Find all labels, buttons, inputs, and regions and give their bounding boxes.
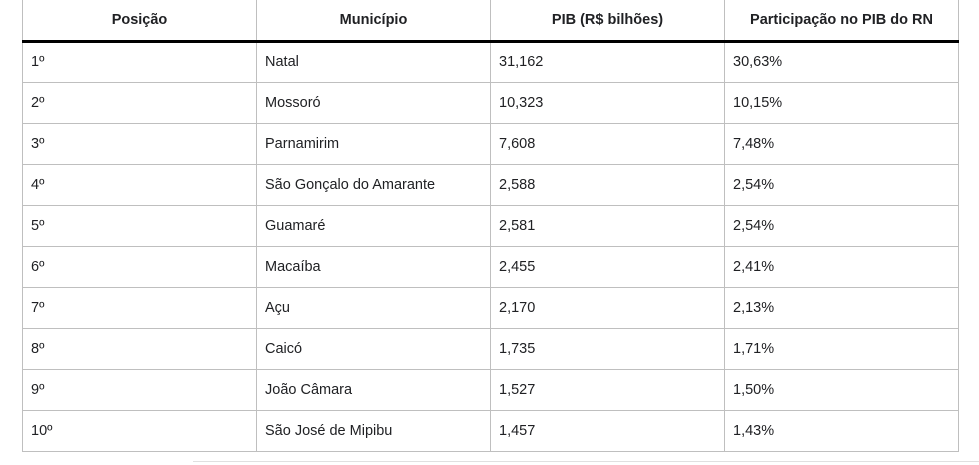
cell-posicao: 4º [22, 163, 257, 206]
pib-table-container: Posição Município PIB (R$ bilhões) Parti… [22, 0, 959, 452]
table-row: 8º Caicó 1,735 1,71% [22, 327, 959, 370]
table-row: 6º Macaíba 2,455 2,41% [22, 245, 959, 288]
cell-posicao: 1º [22, 40, 257, 83]
cell-pib: 2,455 [490, 245, 725, 288]
cell-pib: 31,162 [490, 40, 725, 83]
table-row: 5º Guamaré 2,581 2,54% [22, 204, 959, 247]
header-row: Posição Município PIB (R$ bilhões) Parti… [22, 0, 959, 43]
header-participacao: Participação no PIB do RN [724, 0, 959, 43]
table-body: 1º Natal 31,162 30,63% 2º Mossoró 10,323… [22, 40, 959, 452]
cell-pib: 1,527 [490, 368, 725, 411]
table-row: 4º São Gonçalo do Amarante 2,588 2,54% [22, 163, 959, 206]
cell-posicao: 10º [22, 409, 257, 452]
cell-participacao: 30,63% [724, 40, 959, 83]
cell-participacao: 2,54% [724, 204, 959, 247]
cell-municipio: Parnamirim [256, 122, 491, 165]
cell-participacao: 10,15% [724, 81, 959, 124]
header-municipio: Município [256, 0, 491, 43]
cell-municipio: Macaíba [256, 245, 491, 288]
cell-municipio: Caicó [256, 327, 491, 370]
table-row: 9º João Câmara 1,527 1,50% [22, 368, 959, 411]
cell-posicao: 7º [22, 286, 257, 329]
cell-pib: 2,170 [490, 286, 725, 329]
cell-municipio: Natal [256, 40, 491, 83]
table-row: 10º São José de Mipibu 1,457 1,43% [22, 409, 959, 452]
cell-posicao: 9º [22, 368, 257, 411]
cell-posicao: 2º [22, 81, 257, 124]
cell-municipio: Guamaré [256, 204, 491, 247]
table-row: 2º Mossoró 10,323 10,15% [22, 81, 959, 124]
cell-participacao: 1,50% [724, 368, 959, 411]
pib-ranking-table: Posição Município PIB (R$ bilhões) Parti… [22, 0, 959, 452]
cell-municipio: São Gonçalo do Amarante [256, 163, 491, 206]
cell-pib: 2,588 [490, 163, 725, 206]
table-row: 3º Parnamirim 7,608 7,48% [22, 122, 959, 165]
cell-posicao: 5º [22, 204, 257, 247]
header-pib: PIB (R$ bilhões) [490, 0, 725, 43]
cell-pib: 1,735 [490, 327, 725, 370]
table-row: 1º Natal 31,162 30,63% [22, 40, 959, 83]
cell-participacao: 1,43% [724, 409, 959, 452]
header-posicao: Posição [22, 0, 257, 43]
table-header: Posição Município PIB (R$ bilhões) Parti… [22, 0, 959, 43]
cell-pib: 2,581 [490, 204, 725, 247]
page-divider [193, 461, 979, 462]
cell-pib: 10,323 [490, 81, 725, 124]
cell-municipio: Mossoró [256, 81, 491, 124]
cell-participacao: 2,41% [724, 245, 959, 288]
cell-municipio: João Câmara [256, 368, 491, 411]
cell-pib: 1,457 [490, 409, 725, 452]
cell-posicao: 3º [22, 122, 257, 165]
cell-participacao: 2,54% [724, 163, 959, 206]
cell-participacao: 2,13% [724, 286, 959, 329]
cell-municipio: Açu [256, 286, 491, 329]
cell-pib: 7,608 [490, 122, 725, 165]
cell-participacao: 7,48% [724, 122, 959, 165]
cell-municipio: São José de Mipibu [256, 409, 491, 452]
table-row: 7º Açu 2,170 2,13% [22, 286, 959, 329]
cell-participacao: 1,71% [724, 327, 959, 370]
cell-posicao: 8º [22, 327, 257, 370]
cell-posicao: 6º [22, 245, 257, 288]
